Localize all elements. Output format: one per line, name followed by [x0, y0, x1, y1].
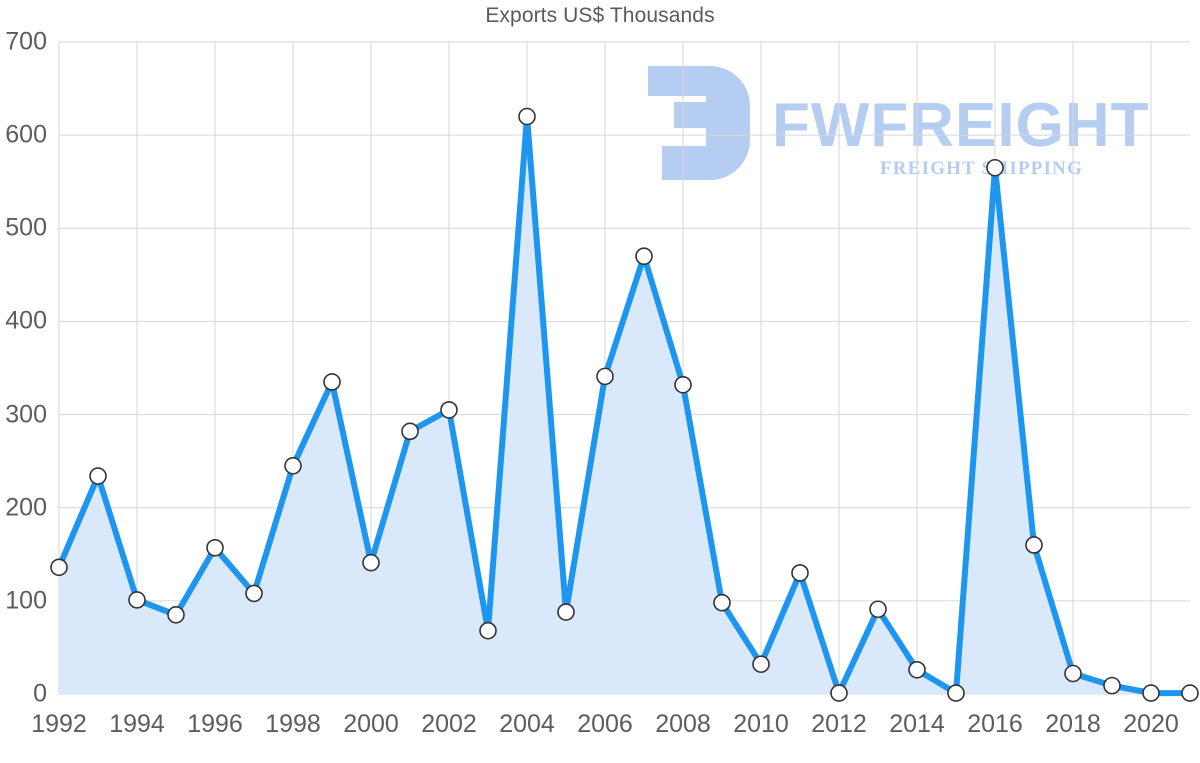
- data-point-markers: [50, 107, 1199, 702]
- data-point-marker[interactable]: [245, 584, 263, 603]
- data-point-marker[interactable]: [323, 373, 341, 391]
- data-point-marker[interactable]: [791, 564, 809, 582]
- data-point-marker[interactable]: [479, 621, 497, 640]
- data-point-marker[interactable]: [635, 247, 653, 266]
- data-point-marker[interactable]: [206, 538, 224, 557]
- area-fill: [59, 116, 1190, 694]
- chart-title: Exports US$ Thousands: [485, 4, 715, 27]
- data-point-marker[interactable]: [908, 660, 926, 679]
- data-line: [56, 113, 1193, 697]
- data-point-marker[interactable]: [167, 606, 185, 624]
- data-point-marker[interactable]: [1064, 664, 1082, 683]
- data-point-marker[interactable]: [596, 367, 614, 386]
- data-point-marker[interactable]: [1103, 676, 1121, 695]
- data-point-marker[interactable]: [986, 158, 1004, 177]
- data-point-marker[interactable]: [713, 593, 731, 612]
- data-point-marker[interactable]: [50, 558, 68, 577]
- data-point-marker[interactable]: [128, 591, 146, 609]
- data-point-marker[interactable]: [89, 467, 107, 485]
- data-point-marker[interactable]: [1181, 684, 1199, 702]
- data-point-marker[interactable]: [284, 456, 302, 475]
- data-point-marker[interactable]: [401, 422, 419, 441]
- data-point-marker[interactable]: [440, 401, 458, 419]
- data-point-marker[interactable]: [947, 684, 965, 702]
- data-point-marker[interactable]: [362, 553, 380, 572]
- data-point-marker[interactable]: [674, 375, 692, 394]
- data-point-marker[interactable]: [830, 684, 848, 702]
- data-point-marker[interactable]: [752, 655, 770, 673]
- data-point-marker[interactable]: [1142, 684, 1160, 702]
- data-point-marker[interactable]: [869, 600, 887, 619]
- data-point-marker[interactable]: [1025, 536, 1043, 554]
- data-point-marker[interactable]: [557, 603, 575, 621]
- data-point-marker[interactable]: [518, 107, 536, 126]
